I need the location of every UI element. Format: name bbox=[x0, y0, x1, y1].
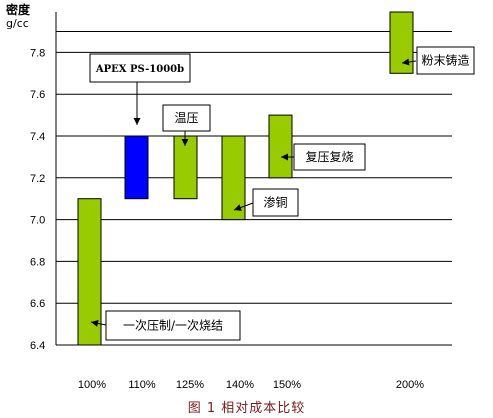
axes: 6.4 6.6 6.8 7.0 7.2 7.4 7.6 7.8 100% 110% 125% 140%… bbox=[30, 12, 424, 391]
bar-150pct bbox=[268, 114, 293, 179]
bars bbox=[77, 11, 414, 346]
bar-100pct bbox=[77, 198, 102, 346]
y-tick-label: 7.0 bbox=[30, 215, 45, 227]
y-axis-label: 密度 bbox=[6, 2, 31, 17]
callout-double-press: 复压复烧 bbox=[293, 143, 366, 171]
x-tick-label: 125% bbox=[176, 379, 204, 391]
arrow-powder-forging bbox=[401, 58, 417, 66]
svg-text:粉末铸造: 粉末铸造 bbox=[421, 53, 469, 68]
figure-caption: 图 1 相对成本比较 bbox=[187, 401, 306, 416]
x-tick-label: 150% bbox=[273, 379, 301, 391]
arrow-copper-infiltration bbox=[233, 202, 254, 211]
y-tick-label: 6.8 bbox=[30, 256, 45, 268]
x-tick-label: 100% bbox=[78, 379, 106, 391]
callout-warm-compaction: 温压 bbox=[162, 104, 211, 132]
y-tick-label: 6.4 bbox=[30, 340, 45, 352]
callout-single-press: 一次压制/一次烧结 bbox=[105, 310, 241, 341]
callout-powder-forging: 粉末铸造 bbox=[416, 46, 475, 75]
svg-text:一次压制/一次烧结: 一次压制/一次烧结 bbox=[123, 319, 223, 333]
callout-copper-infiltration: 渗铜 bbox=[252, 188, 299, 217]
bar-140pct bbox=[221, 135, 246, 221]
arrow-warm-compaction bbox=[181, 131, 189, 146]
y-tick-label: 7.4 bbox=[30, 131, 45, 143]
callout-apex: APEX PS-1000b bbox=[89, 53, 191, 83]
x-tick-label: 200% bbox=[396, 379, 424, 391]
arrow-single-press bbox=[90, 319, 107, 327]
svg-text:渗铜: 渗铜 bbox=[263, 195, 287, 210]
bar-110pct bbox=[124, 135, 149, 200]
gridlines bbox=[56, 31, 452, 346]
bar-200pct bbox=[389, 11, 414, 74]
y-tick-label: 7.6 bbox=[30, 89, 45, 101]
svg-text:复压复烧: 复压复烧 bbox=[305, 150, 353, 164]
y-tick-label: 7.2 bbox=[30, 173, 45, 185]
x-tick-label: 140% bbox=[226, 379, 254, 391]
y-tick-label: 6.6 bbox=[30, 298, 45, 310]
y-tick-label: 7.8 bbox=[30, 47, 45, 59]
x-tick-label: 110% bbox=[128, 379, 156, 391]
svg-text:APEX PS-1000b: APEX PS-1000b bbox=[95, 64, 184, 75]
svg-text:温压: 温压 bbox=[174, 111, 198, 125]
arrow-apex bbox=[133, 82, 141, 125]
y-axis-unit: g/cc bbox=[6, 17, 29, 30]
arrow-double-press bbox=[281, 153, 294, 161]
